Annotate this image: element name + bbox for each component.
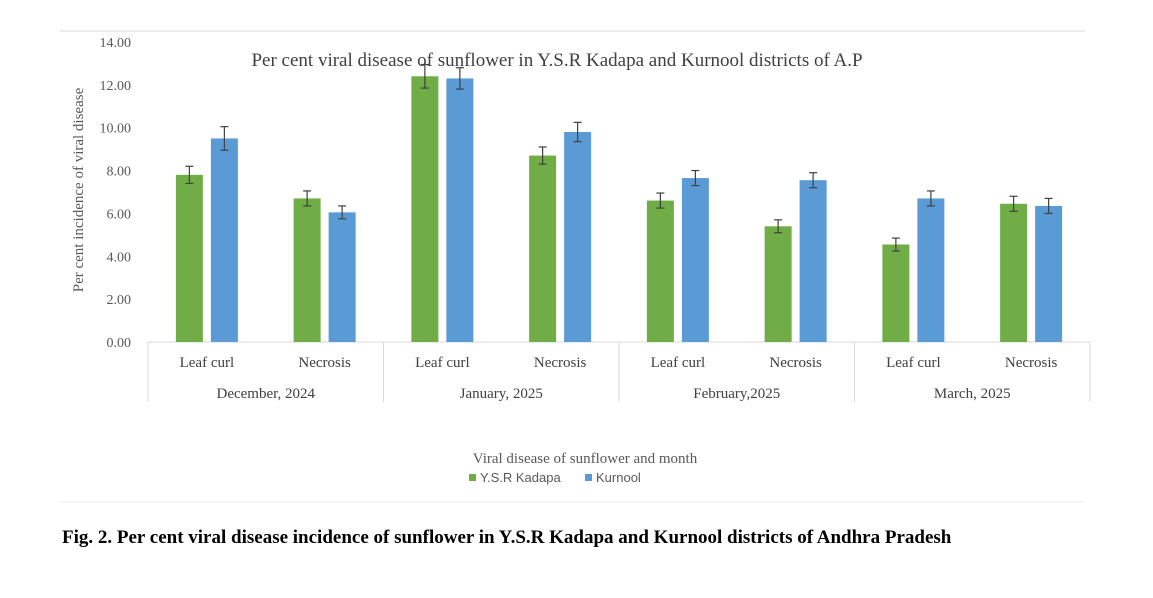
bar-kurnool (564, 132, 592, 342)
y-tick-label: 0.00 (107, 336, 132, 351)
x-category-label: Necrosis (298, 355, 351, 371)
x-category-label: Necrosis (769, 355, 822, 371)
bar-kadapa (646, 200, 674, 342)
x-group-label: December, 2024 (216, 386, 315, 402)
y-tick-label: 14.00 (100, 36, 132, 51)
y-tick-label: 10.00 (100, 122, 132, 137)
chart-title: Per cent viral disease of sunflower in Y… (251, 50, 862, 71)
chart: 0.00 2.00 4.00 6.00 8.00 10.00 12.00 14.00 Leaf … (60, 30, 1091, 503)
bar-kadapa (764, 226, 792, 342)
x-category-label: Leaf curl (886, 355, 941, 371)
bar-kadapa (882, 244, 910, 342)
legend-label: Y.S.R Kadapa (480, 470, 561, 485)
x-category-label: Leaf curl (180, 355, 235, 371)
bar-kadapa (293, 198, 321, 342)
figure-caption: Fig. 2. Per cent viral disease incidence… (62, 527, 952, 548)
x-group-label: March, 2025 (934, 386, 1011, 402)
bar-kadapa (411, 76, 439, 343)
bar-kadapa (529, 155, 557, 342)
x-category-label: Necrosis (534, 355, 587, 371)
bar-kurnool (917, 198, 945, 342)
y-tick-label: 8.00 (107, 165, 132, 180)
y-tick-label: 2.00 (107, 293, 132, 308)
bar-kurnool (446, 78, 474, 342)
bar-kurnool (328, 212, 356, 342)
bar-kurnool (799, 180, 827, 342)
bar-kadapa (1000, 203, 1028, 342)
bar-kurnool (210, 138, 238, 342)
y-axis-title: Per cent incidence of viral disease (71, 87, 87, 292)
legend-label: Kurnool (596, 470, 641, 485)
x-category-label: Leaf curl (651, 355, 706, 371)
x-group-label: January, 2025 (460, 386, 543, 402)
bar-kadapa (175, 174, 203, 342)
legend-swatch (585, 474, 592, 481)
x-category-label: Leaf curl (415, 355, 470, 371)
y-tick-label: 12.00 (100, 79, 132, 94)
y-tick-label: 6.00 (107, 207, 132, 222)
x-axis-title: Viral disease of sunflower and month (473, 451, 698, 467)
legend-swatch (469, 474, 476, 481)
bar-chart-svg: 0.00 2.00 4.00 6.00 8.00 10.00 12.00 14.00 Leaf … (60, 30, 1091, 503)
y-tick-label: 4.00 (107, 250, 132, 265)
bar-kurnool (1035, 205, 1063, 342)
bar-kurnool (681, 178, 709, 342)
x-category-label: Necrosis (1005, 355, 1058, 371)
x-group-label: February,2025 (693, 386, 780, 402)
